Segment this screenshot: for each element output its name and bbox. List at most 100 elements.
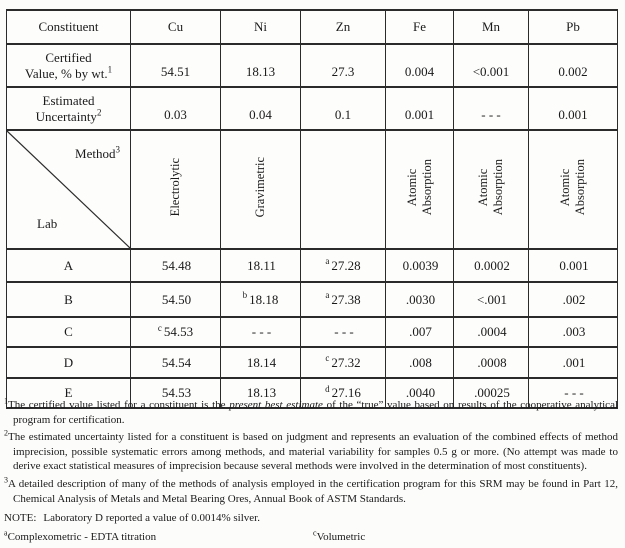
table-cell: <.001 [453,281,529,318]
column-header-pb: Pb [528,9,618,45]
cell-superscript: a [325,290,330,301]
cell-superscript: c [325,353,330,364]
footnote-ref-1: 1 [107,64,113,75]
table-row-estimated-uncertainty: Estimated Uncertainty2 0.03 0.04 0.1 0.0… [6,86,618,131]
footnote-2: 2The estimated uncertainty listed for a … [4,428,618,474]
cell-superscript: d [325,383,330,394]
table-cell: .003 [528,316,618,348]
row-label-line2: Uncertainty [35,108,97,124]
footnote-1: 1The certified value listed for a consti… [4,396,619,427]
lab-corner-label: Lab [37,216,58,231]
table-cell: 54.51 [130,43,221,88]
footnote-marker-3: 3 [4,475,8,485]
table-cell: .0004 [453,316,529,348]
analysis-table: Constituent Cu Ni Zn Fe Mn Pb Certified … [6,9,618,409]
table-row-lab-c: C c 54.53 - - - - - - .007 .0004 .003 [6,316,618,348]
table-cell: 54.48 [130,248,221,283]
footnote-ref-3: 3 [115,144,121,155]
column-header-mn: Mn [453,9,529,45]
footnote-marker-1: 1 [4,396,8,406]
method-label-vertical: Atomic Absorption [476,159,505,216]
table-cell: 0.002 [528,43,618,88]
table-cell: 0.001 [385,86,454,131]
table-cell: .0030 [385,281,454,318]
table-cell: 0.03 [130,86,221,131]
table-cell: c 54.53 [130,316,221,348]
table-cell: .0008 [453,346,529,379]
lab-row-label: D [6,346,131,379]
note-label: NOTE: [4,512,37,525]
table-cell: a 27.38 [300,281,386,318]
table-row-header: Constituent Cu Ni Zn Fe Mn Pb [6,9,618,45]
footnote-1-text-end: of the “true” value based on results of … [13,399,619,426]
footnote-3: 3A detailed description of many of the m… [4,475,618,506]
table-cell: 27.3 [300,43,386,88]
footnote-marker-c: c [313,528,317,538]
method-cell-cu: Electrolytic [130,129,221,250]
row-label-line1: Estimated [42,92,95,108]
table-row-lab-b: B 54.50 b 18.18 a 27.38 .0030 <.001 .002 [6,281,618,318]
letter-footnotes-left-column: aComplexometric - EDTA titration bElectr… [4,529,313,548]
footnote-c: cVolumetric [313,528,618,545]
table-cell: a 27.28 [300,248,386,283]
table-row-method: Method3 Lab Electrolytic Gravimetric Ato… [6,129,618,250]
row-label-line2: Value, % by wt. [24,65,108,81]
footnotes-section: 1The certified value listed for a consti… [4,396,619,548]
lab-row-label: A [6,248,131,283]
column-header-constituent: Constituent [6,9,131,45]
method-label-vertical: Atomic Absorption [558,159,587,216]
letter-footnotes: aComplexometric - EDTA titration bElectr… [4,528,618,548]
note-text: Laboratory D reported a value of 0.0014%… [43,512,260,525]
table-cell: 0.001 [528,248,618,283]
footnote-c-text: Volumetric [316,530,366,543]
row-label-estimated-uncertainty: Estimated Uncertainty2 [6,86,131,131]
letter-footnotes-right-column: cVolumetric dZinc separated by ion-excha… [313,528,618,548]
cell-superscript: c [157,322,162,333]
table-cell: 0.04 [220,86,301,131]
table-cell: .008 [385,346,454,379]
table-cell: - - - [528,377,618,409]
table-cell: 0.001 [528,86,618,131]
note-line: NOTE: Laboratory D reported a value of 0.… [4,511,618,526]
table-cell: - - - [220,316,301,348]
column-header-label: Constituent [38,19,99,34]
table-cell: 0.004 [385,43,454,88]
footnote-1-text: The certified value listed for a constit… [8,399,230,411]
footnote-1-italic-text: present best estimate [229,399,323,411]
cell-superscript: a [325,256,330,267]
table-row-lab-a: A 54.48 18.11 a 27.28 0.0039 0.0002 0.001 [6,248,618,283]
footnote-2-text: The estimated uncertainty listed for a c… [8,431,618,473]
column-header-cu: Cu [130,9,221,45]
method-cell-ni: Gravimetric [220,129,301,250]
table-cell: c 27.32 [300,346,386,379]
cell-superscript: b [242,290,248,301]
footnote-ref-2: 2 [96,107,102,118]
lab-row-label: C [6,316,131,348]
table-cell: 18.14 [220,346,301,379]
table-cell: 54.50 [130,281,221,318]
footnote-marker-2: 2 [4,428,8,438]
footnote-a: aComplexometric - EDTA titration [4,529,313,545]
row-label-line1: Certified [45,49,92,65]
method-corner-label: Method3 [75,144,121,161]
lab-row-label: B [6,281,131,318]
table-cell: <0.001 [453,43,529,88]
table-cell: 0.0002 [453,248,529,283]
row-label-certified-value: Certified Value, % by wt.1 [6,43,131,88]
table-row-lab-d: D 54.54 18.14 c 27.32 .008 .0008 .001 [6,346,618,379]
table-cell: 0.0039 [385,248,454,283]
table-cell: .002 [528,281,618,318]
table-cell: 54.53 [130,377,221,409]
diagonal-line [7,131,130,248]
footnote-a-text: Complexometric - EDTA titration [7,530,157,543]
method-label-vertical: Electrolytic [168,158,182,217]
table-cell: - - - [453,86,529,131]
table-cell: .001 [528,346,618,379]
footnote-3-text: A detailed description of many of the me… [8,477,618,505]
method-lab-diagonal-cell: Method3 Lab [6,129,131,250]
table-cell: 0.1 [300,86,386,131]
method-cell-zn [300,129,386,250]
column-header-fe: Fe [385,9,454,45]
table-row-certified-value: Certified Value, % by wt.1 54.51 18.13 2… [6,43,618,88]
